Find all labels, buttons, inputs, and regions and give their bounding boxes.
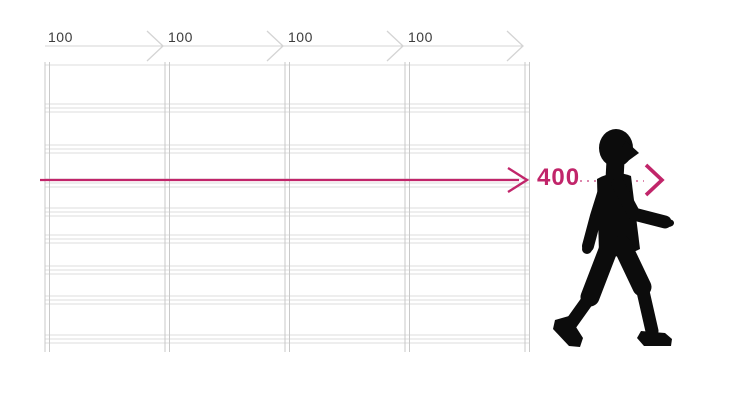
person-back-shin [563,290,597,332]
total-dimension-label: 400 [537,164,581,191]
person-front-arm [611,177,672,229]
person-front-foot [637,331,672,346]
walking-person-silhouette [553,129,674,347]
dimension-segment-label: 100 [168,29,193,45]
person-front-hand [662,219,674,227]
dimension-segment-label: 100 [288,29,313,45]
person-back-thigh [580,235,620,307]
person-shapes [553,129,674,347]
extension-arrow-head-icon [644,163,665,197]
person-back-arm [582,178,612,252]
shelf-posts [44,62,530,352]
person-back-foot [553,316,583,347]
total-arrow-group [40,163,665,197]
shelf-grid [45,64,529,344]
dimension-arrowhead-icon [386,30,404,62]
dimension-segment-label: 100 [408,29,433,45]
dimension-arrowhead-icon [146,30,164,62]
dimension-arrowhead-icon [506,30,524,62]
person-face [622,141,639,161]
dimension-arrowhead-icon [266,30,284,62]
person-back-hand [582,244,592,254]
total-arrow-head-icon [507,166,530,194]
person-front-shin [635,280,659,338]
person-front-thigh [612,235,652,297]
dimension-segment-label: 100 [48,29,73,45]
dimension-line-group [45,30,524,62]
